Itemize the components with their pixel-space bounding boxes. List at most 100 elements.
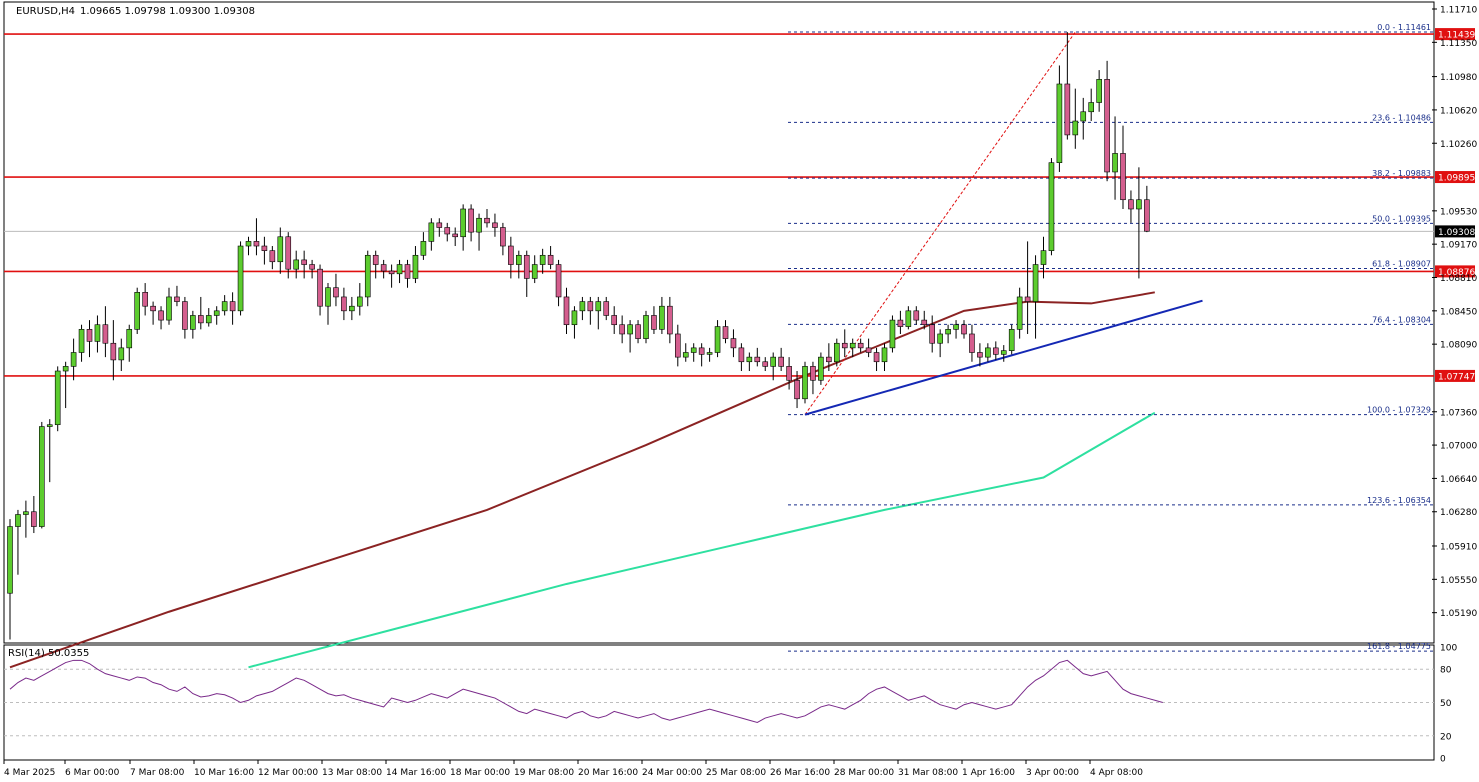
bull-candle xyxy=(889,319,896,349)
bull-candle xyxy=(460,208,466,238)
candles-layer xyxy=(7,32,1150,640)
bear-candle xyxy=(563,296,570,326)
bull-candle xyxy=(706,352,713,355)
bull-candle xyxy=(985,347,991,358)
bear-candle xyxy=(857,342,864,349)
bear-candle xyxy=(698,347,705,355)
ma-fast-line xyxy=(248,411,1156,669)
level-price-badge xyxy=(1435,265,1475,278)
bear-candle xyxy=(333,287,339,298)
bear-candle xyxy=(555,264,562,298)
axes-layer: 1.11710 1.11350 1.10980 1.10620 1.10260 1.095… xyxy=(3,6,1477,778)
bear-candle xyxy=(651,315,657,330)
bull-candle xyxy=(134,292,140,330)
y-tick-label: 1.09170 xyxy=(1440,241,1477,251)
bear-candle xyxy=(786,366,792,381)
bear-candle xyxy=(174,296,180,302)
bull-candle xyxy=(571,310,578,326)
level-price-label: 1.08876 xyxy=(1438,268,1475,278)
bear-candle xyxy=(1128,199,1134,210)
bull-candle xyxy=(1032,264,1039,302)
bull-candle xyxy=(627,324,633,335)
bear-candle xyxy=(372,254,379,265)
bull-candle xyxy=(818,356,824,381)
bear-candle xyxy=(182,301,188,330)
current-price-label: 1.09308 xyxy=(1438,228,1475,238)
bull-candle xyxy=(428,222,435,242)
x-tick-label: 12 Mar 00:00 xyxy=(258,768,318,778)
bull-candle xyxy=(682,352,689,358)
level-price-badge xyxy=(1435,369,1475,382)
y-tick-label: 1.07360 xyxy=(1440,408,1477,418)
bull-candle xyxy=(15,514,21,527)
bull-candle xyxy=(690,347,697,353)
bull-candle xyxy=(579,301,586,312)
bear-candle xyxy=(500,227,506,247)
rsi-layer: 100 80 50 20 0 xyxy=(4,644,1457,765)
bull-candle xyxy=(531,264,538,279)
rsi-label: RSI(14) 50.0355 xyxy=(8,648,89,659)
bull-candle xyxy=(1080,111,1087,122)
bull-candle xyxy=(937,333,943,344)
bull-candle xyxy=(94,324,101,342)
bear-candle xyxy=(142,292,148,307)
bear-candle xyxy=(341,296,347,312)
header-ohlc: 1.09665 1.09798 1.09300 1.09308 xyxy=(80,6,255,17)
bull-candle xyxy=(364,254,371,298)
bull-candle xyxy=(595,301,602,312)
bear-candle xyxy=(150,305,156,312)
bull-candle xyxy=(1096,79,1102,103)
y-tick-label: 1.06640 xyxy=(1440,475,1477,485)
bull-candle xyxy=(945,329,951,335)
x-tick-label: 18 Mar 00:00 xyxy=(450,768,510,778)
main-pane-frame xyxy=(3,1,1435,644)
bear-candle xyxy=(86,329,93,342)
bear-candle xyxy=(794,379,800,400)
x-tick-label: 26 Mar 16:00 xyxy=(770,768,830,778)
bear-candle xyxy=(317,268,323,307)
y-tick-label: 1.10980 xyxy=(1440,73,1477,83)
bull-candle xyxy=(1072,120,1079,136)
bull-candle xyxy=(1088,102,1094,113)
x-tick-label: 24 Mar 00:00 xyxy=(642,768,702,778)
bull-candle xyxy=(221,301,228,312)
level-price-label: 1.11439 xyxy=(1438,31,1475,41)
bear-candle xyxy=(253,241,260,247)
fib-level-label: 50.0 - 1.09395 xyxy=(1372,214,1431,223)
bear-candle xyxy=(1104,79,1110,173)
bear-candle xyxy=(865,347,872,353)
y-tick-label: 1.05910 xyxy=(1440,543,1477,553)
rsi-tick-label: 80 xyxy=(1440,666,1452,676)
bull-candle xyxy=(1056,83,1063,163)
bear-candle xyxy=(404,264,411,279)
bear-candle xyxy=(31,511,37,527)
bull-candle xyxy=(213,310,220,316)
bull-candle xyxy=(515,254,522,265)
bull-candle xyxy=(1000,350,1007,355)
current-price-badge xyxy=(1435,225,1475,238)
bear-candle xyxy=(388,270,395,275)
bull-candle xyxy=(70,352,77,367)
bear-candle xyxy=(229,301,236,312)
bull-candle xyxy=(643,315,649,339)
level-price-badge xyxy=(1435,171,1475,184)
bear-candle xyxy=(730,338,737,349)
bull-candle xyxy=(539,254,546,265)
fib-diagonal-line xyxy=(804,31,1076,415)
y-tick-label: 1.05190 xyxy=(1440,609,1477,619)
fib-level-label: 100.0 - 1.07329 xyxy=(1367,406,1431,415)
rsi-tick-label: 0 xyxy=(1440,755,1446,765)
bear-candle xyxy=(492,222,498,228)
fib-level-label: 23.6 - 1.10486 xyxy=(1372,113,1431,122)
y-tick-label: 1.06280 xyxy=(1440,508,1477,518)
x-tick-label: 4 Mar 2025 xyxy=(4,768,55,778)
bear-candle xyxy=(309,264,315,270)
bull-candle xyxy=(349,305,355,312)
bull-candle xyxy=(1136,199,1142,210)
x-tick-label: 3 Apr 00:00 xyxy=(1026,768,1079,778)
bear-candle xyxy=(722,326,729,339)
x-tick-label: 28 Mar 00:00 xyxy=(834,768,894,778)
bear-candle xyxy=(1024,296,1031,302)
bull-candle xyxy=(1008,329,1015,351)
